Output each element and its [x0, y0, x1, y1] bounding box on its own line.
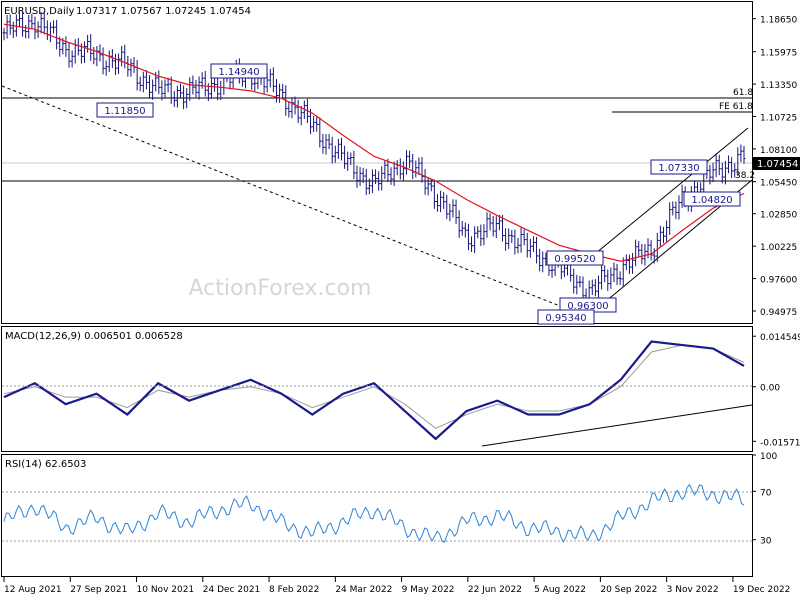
- y-tick-label: 0.94975: [760, 308, 797, 318]
- current-price-tag: 1.07454: [753, 157, 800, 170]
- y-tick-label: 1.05450: [760, 179, 797, 189]
- y-tick-label: 1.00225: [760, 243, 797, 253]
- y-tick-label: 1.18650: [760, 16, 797, 26]
- macd-line: [3, 340, 745, 441]
- price-axis: 1.18650 1.15975 1.13350 1.10725 1.08100 1.054…: [752, 16, 797, 318]
- annotation-text: 1.07330: [658, 163, 699, 174]
- y-tick-label: 1.02850: [760, 211, 797, 221]
- dotted-trendline: [1, 85, 561, 307]
- x-tick-label: 8 Feb 2022: [269, 585, 319, 595]
- x-tick-label: 5 Aug 2022: [534, 585, 586, 595]
- x-tick-label: 3 Nov 2022: [667, 585, 719, 595]
- annotation-text: 0.95340: [545, 313, 586, 324]
- macd-trendline: [481, 404, 753, 447]
- annotation-1-11850: 1.11850: [96, 102, 154, 118]
- x-tick-label: 10 Nov 2021: [137, 585, 195, 595]
- y-tick-label: 0.00: [760, 384, 780, 394]
- annotation-text: 1.04820: [691, 195, 732, 206]
- annotation-text: 0.96300: [567, 301, 608, 312]
- watermark: ActionForex.com: [189, 276, 372, 301]
- annotation-0-95340: 0.95340: [537, 309, 595, 325]
- macd-title: MACD(12,26,9) 0.006501 0.006528: [5, 331, 183, 342]
- fib-38-2-label: 38.2: [735, 171, 755, 181]
- y-tick-label: 0.97600: [760, 276, 797, 286]
- x-tick-label: 27 Sep 2021: [70, 585, 127, 595]
- x-tick-label: 12 Aug 2021: [4, 585, 62, 595]
- rsi-panel: [1, 454, 753, 577]
- annotation-text: 1.11850: [104, 106, 145, 117]
- y-tick-label: 1.15975: [760, 49, 797, 59]
- y-tick-label: 1.13350: [760, 81, 797, 91]
- ohlc-values: 1.07317 1.07567 1.07245 1.07454: [76, 6, 251, 17]
- rsi-line: [3, 483, 745, 543]
- y-tick-label: 30: [760, 537, 772, 547]
- macd-signal-line: [3, 344, 745, 430]
- y-tick-label: 1.10725: [760, 114, 797, 124]
- x-tick-label: 24 Dec 2021: [203, 585, 260, 595]
- x-tick-label: 24 Mar 2022: [335, 585, 392, 595]
- ma-line: [3, 23, 745, 262]
- rsi-series: [3, 483, 745, 543]
- fe-61-8-label: FE 61.8: [719, 102, 753, 112]
- rsi-title: RSI(14) 62.6503: [5, 459, 86, 470]
- y-tick-label: 100: [760, 452, 777, 462]
- annotation-text: 0.99520: [554, 254, 595, 265]
- macd-series: [3, 340, 745, 441]
- x-axis: 12 Aug 2021 27 Sep 2021 10 Nov 2021 24 Dec …: [3, 577, 791, 595]
- annotation-1-04820: 1.04820: [683, 191, 741, 207]
- x-tick-label: 19 Dec 2022: [733, 585, 791, 595]
- y-tick-label: -0.015712: [760, 438, 800, 448]
- x-tick-label: 20 Sep 2022: [600, 585, 657, 595]
- price-series: [3, 23, 745, 262]
- y-tick-label: 1.08100: [760, 146, 797, 156]
- x-tick-label: 9 May 2022: [402, 585, 455, 595]
- symbol-label: EURUSD,Daily: [4, 6, 75, 17]
- fib-61-8-label: 61.8: [733, 88, 753, 98]
- annotation-1-07330: 1.07330: [650, 159, 708, 175]
- x-tick-label: 22 Jun 2022: [468, 585, 522, 595]
- channel-upper-line: [589, 127, 749, 259]
- y-tick-label: 70: [760, 488, 772, 498]
- annotation-1-14940: 1.14940: [210, 63, 268, 79]
- current-price-text: 1.07454: [757, 159, 798, 170]
- annotation-text: 1.14940: [218, 67, 259, 78]
- annotation-0-99520: 0.99520: [546, 250, 604, 266]
- macd-axis: 0.014549 0.00 -0.015712: [752, 333, 800, 448]
- y-tick-label: 0.014549: [760, 333, 800, 343]
- rsi-axis: 100 70 30: [752, 452, 777, 547]
